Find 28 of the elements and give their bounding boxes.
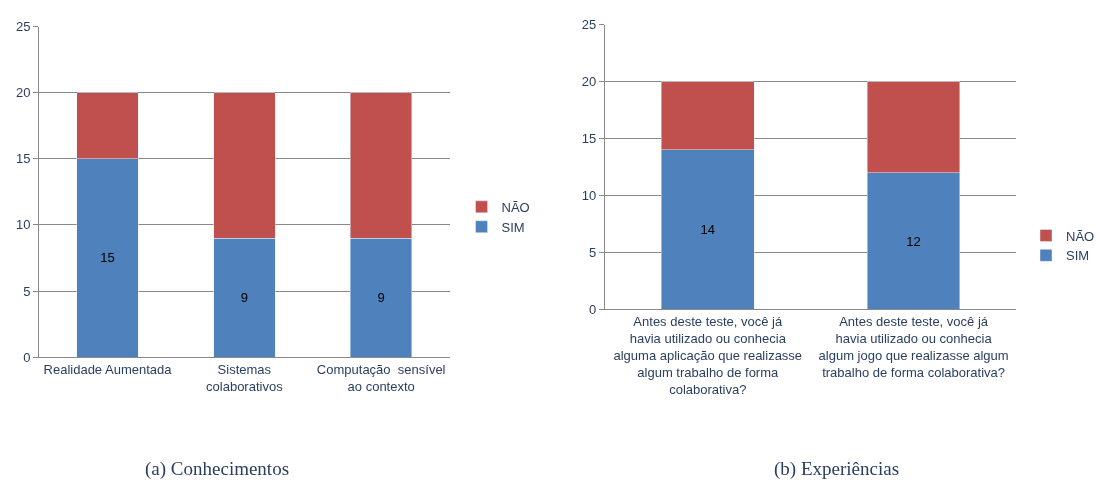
y-tick-label: 25 xyxy=(581,17,597,33)
legend-label: SIM xyxy=(1066,248,1090,264)
y-tick-label: 10 xyxy=(16,217,31,233)
x-tick-label: Realidade Aumentada xyxy=(43,361,173,377)
x-tick-label: Sistemas colaborativos xyxy=(206,361,284,394)
text: (b) Experiências xyxy=(774,458,900,480)
data-label: 9 xyxy=(377,290,385,306)
y-tick-label: 10 xyxy=(581,188,597,204)
y-tick-label: 5 xyxy=(23,283,31,299)
x-tick-label: Antes deste teste, você já havia utilizado ou conhecia alguma aplicação que realizasse algum trabalho de forma colaborativa? xyxy=(613,314,803,397)
text: (a) Conhecimentos xyxy=(145,458,290,480)
data-label: 15 xyxy=(100,250,115,266)
y-tick-label: 20 xyxy=(16,85,31,101)
y-tick-label: 0 xyxy=(589,301,597,317)
data-label: 12 xyxy=(906,233,921,249)
x-tick-label: Antes deste teste, você já havia utilizado ou conhecia algum jogo que realizasse algum trabalho de forma colaborativa? xyxy=(818,314,1009,380)
y-tick-label: 25 xyxy=(16,19,31,35)
legend-label: SIM xyxy=(501,219,525,235)
y-tick-label: 15 xyxy=(581,131,597,147)
data-label: 14 xyxy=(700,222,716,238)
legend-label: NÃO xyxy=(1066,228,1095,244)
y-tick-label: 0 xyxy=(23,349,31,365)
x-tick-label: Computação sensível ao contexto xyxy=(316,361,446,394)
y-tick-label: 20 xyxy=(581,74,597,90)
y-tick-label: 5 xyxy=(589,245,597,261)
data-label: 9 xyxy=(240,290,248,306)
y-tick-label: 15 xyxy=(16,151,31,167)
legend-label: NÃO xyxy=(501,199,530,215)
